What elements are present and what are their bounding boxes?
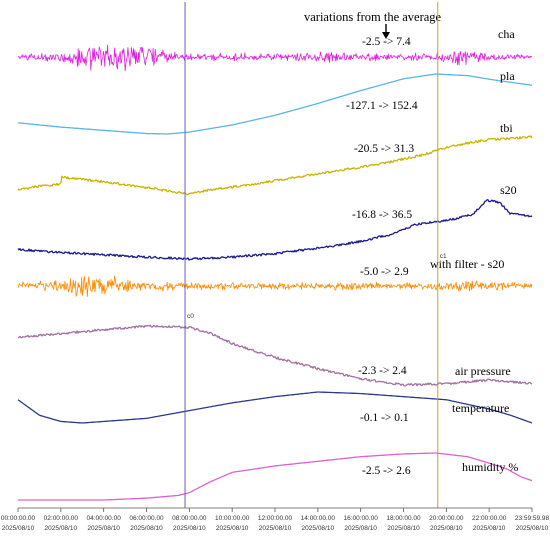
series-line-air-pressure [17,324,533,387]
cursor-label-c0: c0 [187,313,194,320]
series-name-pla: pla [500,69,515,83]
x-tick-label-time: 18:00:00.00 [386,515,421,522]
x-axis: 00:00:00.00 2025/08/10 02:00:00.00 2025/08/… [1,507,550,532]
cursors-group: c0 c1 [184,2,447,508]
traces-group [17,44,533,501]
series-range-s20: -16.8 -> 36.5 [352,209,412,221]
series-name-temperature: temperature [452,401,509,415]
series-labels-group: cha -2.5 -> 7.4 pla -127.1 -> 152.4 tbi -20.5… [346,27,518,477]
x-tick-label-date: 2025/08/10 [216,525,249,532]
x-tick-label-date: 2025/08/10 [344,525,377,532]
x-tick-label-date: 2025/08/10 [173,525,206,532]
x-tick-label-time: 16:00:00.00 [343,515,378,522]
x-tick-label-date: 2025/08/10 [387,525,420,532]
series-range-air-pressure: -2.3 -> 2.4 [358,365,407,377]
x-tick-label-date: 2025/08/10 [516,525,549,532]
series-name-humidity-: humidity % [462,460,518,474]
series-range-tbi: -20.5 -> 31.3 [354,143,414,155]
x-tick-label-date: 2025/08/10 [45,525,78,532]
series-name-cha: cha [498,27,515,41]
x-tick-label-time: 14:00:00.00 [301,515,336,522]
series-name-with-filter-s20: with filter - s20 [430,257,504,271]
x-tick-label-date: 2025/08/10 [259,525,292,532]
series-range-pla: -127.1 -> 152.4 [346,100,418,112]
series-line-tbi [17,135,533,196]
x-tick-label-time: 06:00:00.00 [129,515,164,522]
x-tick-label-time: 23:59:59.98 [515,515,550,522]
x-tick-label-time: 22:00:00.00 [472,515,507,522]
x-tick-label-time: 20:00:00.00 [429,515,464,522]
x-tick-label-date: 2025/08/10 [87,525,120,532]
series-line-humidity- [18,452,533,501]
chart-title: variations from the average [304,10,442,24]
series-range-humidity-: -2.5 -> 2.6 [362,465,411,477]
x-tick-label-date: 2025/08/10 [130,525,163,532]
x-tick-label-time: 08:00:00.00 [172,515,207,522]
series-name-s20: s20 [500,183,517,197]
series-line-with-filter-s20 [17,275,533,297]
cursor-label-c1: c1 [440,253,447,260]
x-tick-label-time: 10:00:00.00 [215,515,250,522]
series-line-temperature [17,391,533,424]
x-tick-label-date: 2025/08/10 [302,525,335,532]
series-line-cha [17,44,533,72]
series-range-with-filter-s20: -5.0 -> 2.9 [360,266,409,278]
series-range-temperature: -0.1 -> 0.1 [360,412,409,424]
series-range-cha: -2.5 -> 7.4 [362,36,411,48]
x-tick-label-time: 00:00:00.00 [1,515,36,522]
x-tick-label-time: 02:00:00.00 [44,515,79,522]
title-arrow-icon [382,24,390,39]
series-line-pla [17,73,533,135]
x-tick-label-date: 2025/08/10 [2,525,35,532]
x-tick-label-time: 12:00:00.00 [258,515,293,522]
series-line-s20 [17,199,533,261]
series-name-tbi: tbi [500,121,513,135]
series-name-air-pressure: air pressure [455,364,511,378]
x-tick-label-date: 2025/08/10 [430,525,463,532]
x-tick-label-time: 04:00:00.00 [86,515,121,522]
x-tick-label-date: 2025/08/10 [473,525,506,532]
